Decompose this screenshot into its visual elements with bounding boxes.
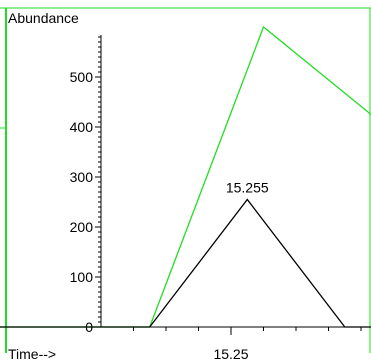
peak-label: 15.255 [226,180,269,196]
y-tick-label: 300 [70,169,94,185]
series-line-1 [0,25,371,328]
y-tick-label: 100 [70,269,94,285]
y-axis-title: Abundance [8,10,79,26]
x-axis-title: Time--> [8,346,56,362]
x-ticks: 15.25 [133,327,362,362]
y-tick-label: 400 [70,119,94,135]
y-tick-label: 500 [70,69,94,85]
series-line-2 [0,198,371,328]
y-tick-label: 200 [70,219,94,235]
x-tick-label: 15.25 [213,346,248,362]
series-layer [0,25,371,328]
annotation-layer: 15.255 [226,180,269,196]
